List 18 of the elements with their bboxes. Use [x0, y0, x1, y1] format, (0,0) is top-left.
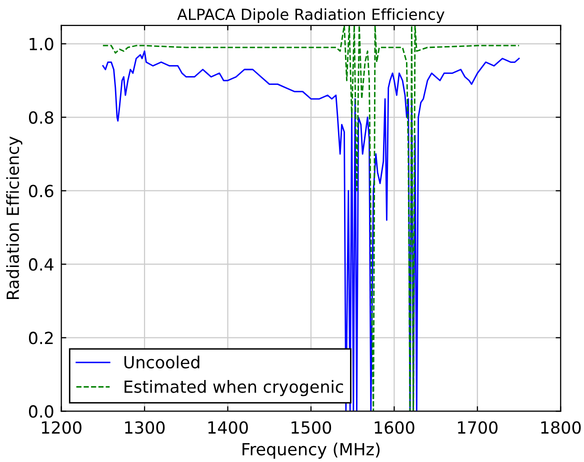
y-axis-title: Radiation Efficiency: [6, 136, 22, 299]
legend-label: Uncooled: [124, 356, 200, 368]
chart-title: ALPACA Dipole Radiation Efficiency: [177, 8, 444, 24]
x-axis-title: Frequency (MHz): [242, 442, 380, 459]
x-tick-label: 1500: [292, 421, 332, 434]
y-tick-label: 1.0: [30, 38, 54, 50]
x-tick-label: 1300: [125, 421, 165, 434]
x-tick-label: 1600: [374, 421, 414, 434]
y-tick-label: 0.2: [28, 332, 53, 344]
x-tick-label: 1400: [208, 421, 248, 434]
y-tick-label: 0.4: [28, 258, 54, 271]
y-tick-label: 0.6: [28, 184, 54, 198]
legend-label: Estimated when cryogenic: [124, 380, 344, 396]
y-tick-label: 0.0: [28, 405, 54, 418]
x-tick-label: 1700: [458, 421, 498, 434]
y-tick-label: 0.8: [28, 111, 54, 124]
x-tick-label: 1800: [541, 421, 581, 434]
x-tick-label: 1200: [42, 421, 82, 434]
